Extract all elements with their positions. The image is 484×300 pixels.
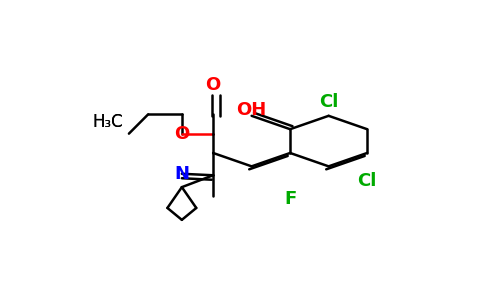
Text: H₃C: H₃C <box>92 113 122 131</box>
Text: N: N <box>174 165 189 183</box>
Text: Cl: Cl <box>357 172 377 190</box>
Text: Cl: Cl <box>319 93 338 111</box>
Text: O: O <box>206 76 221 94</box>
Text: O: O <box>174 125 189 143</box>
Text: H₃C: H₃C <box>92 113 122 131</box>
Text: OH: OH <box>237 101 267 119</box>
Text: F: F <box>284 190 296 208</box>
